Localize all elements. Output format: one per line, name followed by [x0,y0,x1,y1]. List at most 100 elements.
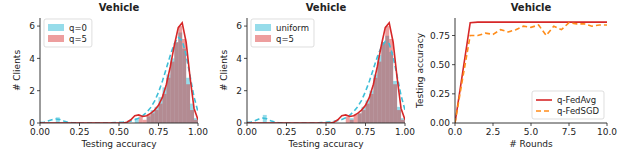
y-axis-label: Testing accuracy [415,32,425,109]
legend-label: q-FedAvg [557,95,596,105]
x-tick-label: 2.5 [486,127,500,137]
y-tick [244,90,247,91]
hist-bar [397,110,401,123]
y-tick-label: 0.75 [430,31,450,41]
legend-label: q=5 [69,34,87,44]
plot-area [455,22,607,123]
hist-bar [358,113,362,123]
x-tick-label: 0.0 [448,127,463,137]
x-tick-label: 0.75 [148,127,168,137]
hist-bar [350,118,354,123]
figure: Vehicle0.000.250.500.751.000246Testing a… [0,0,622,152]
hist-bar [159,104,163,123]
y-tick [37,90,40,91]
y-tick [37,123,40,124]
x-tick-label: 10.0 [597,127,617,137]
legend-swatch [48,24,64,31]
y-tick-label: 0.00 [430,118,450,128]
y-tick [244,26,247,27]
hist-bar [143,120,147,123]
y-tick-label: 0.50 [430,60,450,70]
page: {"chart_data": [ {"type": "histogram", "… [0,0,622,152]
y-axis-label: # Clients [219,50,229,91]
y-tick-label: 2 [236,86,242,96]
legend-item: q-FedSGD [536,106,599,116]
hist-bar [194,120,198,123]
legend-frame [251,19,314,47]
hist-bar [393,84,397,123]
panel: Vehicle0.000.250.500.751.000246Testing a… [12,2,208,149]
x-tick [569,123,570,126]
legend-item: q=0 [48,23,87,33]
legend: uniformq=5 [251,19,314,47]
hist-bar [381,42,385,123]
legend-swatch [255,35,271,42]
legend-swatch [536,99,552,101]
x-axis-label: Testing accuracy [287,139,364,149]
panel: Vehicle 0.0 2.5 5.0 7.5 10.0 0.00 0.25 0.50 0.75 #… [415,2,617,149]
hist-bar [190,110,194,123]
x-tick [286,123,287,126]
y-axis [455,18,456,123]
hist-bar [151,113,155,123]
y-tick-label: 4 [29,54,35,64]
hist-bar [393,81,397,123]
x-tick-label: 0.00 [30,127,50,137]
hist-bar [139,117,143,123]
x-tick [119,123,120,126]
hist-bar [174,42,178,123]
legend-label: uniform [276,23,309,33]
legend-label: q=5 [276,34,294,44]
hist-bar [186,78,190,123]
x-tick-label: 5.0 [524,127,539,137]
y-tick [452,123,455,124]
title: Vehicle [99,2,140,13]
hist-bar [397,107,401,123]
y-axis [40,18,41,123]
x-tick-label: 1.00 [188,127,208,137]
hist-bar [170,58,174,123]
kde-line [247,23,405,123]
y-tick [452,35,455,36]
panel: Vehicle0.000.250.500.751.000246Testing a… [219,2,415,149]
x-tick [40,123,41,126]
hist-bar [381,42,385,123]
kde-line [40,23,198,123]
title: Vehicle [511,2,552,13]
y-tick-label: 0.25 [430,89,450,99]
x-tick [79,123,80,126]
x-tick-label: 0.50 [316,127,336,137]
y-tick [244,58,247,59]
x-tick [455,123,456,126]
y-tick-label: 6 [236,21,242,31]
y-axis-label: # Clients [12,50,22,91]
x-tick [247,123,248,126]
y-tick [452,93,455,94]
hist-bar [377,62,381,123]
x-tick [531,123,532,126]
hist-bar [366,104,370,123]
legend-item: q-FedAvg [536,95,596,105]
legend-label: q-FedSGD [557,106,599,116]
hist-bar [174,42,178,123]
plot-area [40,23,198,123]
hist-bar [350,120,354,123]
x-tick [158,123,159,126]
series-line [455,22,607,123]
y-tick [37,26,40,27]
x-tick-label: 7.5 [562,127,576,137]
series-line [455,23,607,123]
hist-bar [385,26,389,123]
y-tick-label: 4 [236,54,242,64]
legend-item: q=5 [48,34,87,44]
legend-item: q=5 [255,34,294,44]
x-axis-label: # Rounds [509,139,553,149]
y-tick [244,123,247,124]
y-tick-label: 2 [29,86,35,96]
legend-frame [532,91,604,119]
hist-bar [170,62,174,123]
legend-swatch [48,35,64,42]
hist-bar [401,120,405,123]
hist-bar [358,113,362,123]
hist-bar [162,94,166,123]
